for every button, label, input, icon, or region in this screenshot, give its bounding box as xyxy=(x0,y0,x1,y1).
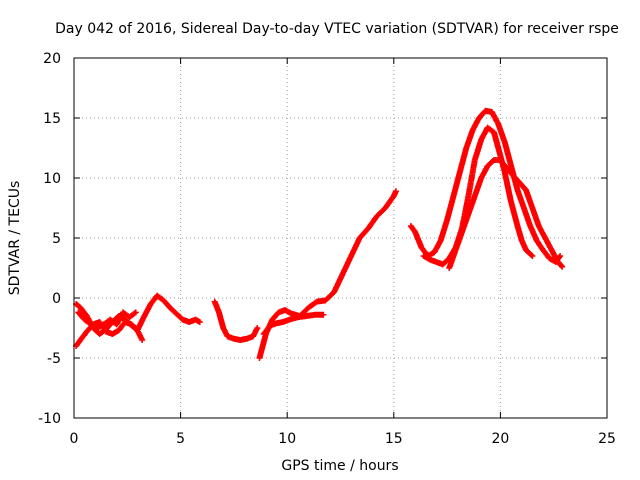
series-seg2 xyxy=(73,319,146,349)
y-tick-label: 10 xyxy=(43,171,61,187)
data-point-markers xyxy=(407,107,564,265)
x-tick-label: 10 xyxy=(278,431,296,447)
data-point-markers xyxy=(256,188,399,361)
data-point-markers xyxy=(211,298,261,343)
y-tick-label: -5 xyxy=(47,351,61,367)
y-tick-label: 5 xyxy=(52,231,61,247)
axis-ticks xyxy=(73,57,608,419)
y-axis-label: SDTVAR / TECUs xyxy=(7,181,23,296)
x-axis-label: GPS time / hours xyxy=(281,458,398,474)
data-point-markers xyxy=(73,319,146,349)
data-point-markers xyxy=(446,157,566,271)
x-tick-label: 15 xyxy=(385,431,403,447)
series-seg9 xyxy=(446,157,566,271)
series-seg6 xyxy=(260,311,327,337)
grid-lines xyxy=(74,58,607,418)
series-seg7 xyxy=(407,107,564,265)
series-seg4 xyxy=(211,298,261,343)
y-tick-label: 15 xyxy=(43,111,61,127)
series-seg3 xyxy=(75,309,139,331)
data-points xyxy=(73,107,566,361)
chart-title: Day 042 of 2016, Sidereal Day-to-day VTE… xyxy=(55,21,619,37)
y-tick-label: -10 xyxy=(38,411,61,427)
data-point-markers xyxy=(75,309,139,331)
data-point-markers xyxy=(260,311,327,337)
tick-labels: 0 5 10 15 20 25 -10 -5 0 5 10 15 20 xyxy=(38,51,616,447)
y-tick-label: 20 xyxy=(43,51,61,67)
x-tick-label: 20 xyxy=(491,431,509,447)
x-tick-label: 0 xyxy=(70,431,79,447)
plot-frame xyxy=(73,57,608,419)
y-tick-label: 0 xyxy=(52,291,61,307)
x-tick-label: 25 xyxy=(598,431,616,447)
x-tick-label: 5 xyxy=(176,431,185,447)
series-seg5 xyxy=(256,188,399,361)
